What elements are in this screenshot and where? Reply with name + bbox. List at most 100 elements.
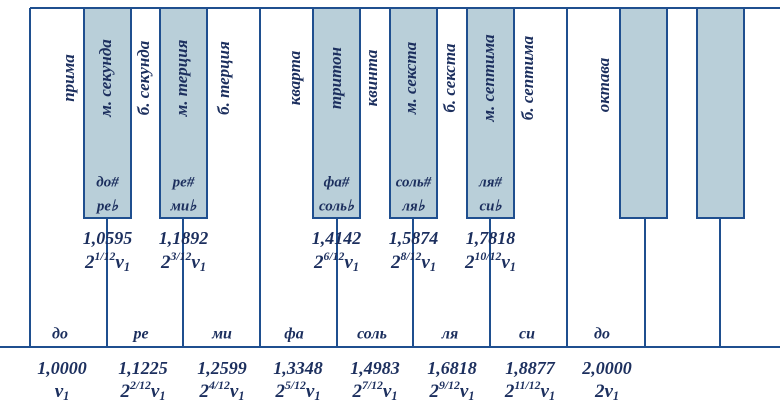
formula-nu: ν	[151, 381, 160, 402]
formula: 23/12ν1	[160, 250, 206, 274]
white-note: до	[52, 326, 68, 343]
black-ratio: 1,5874	[389, 228, 439, 248]
formula: 210/12ν1	[464, 250, 516, 274]
formula-sub: 1	[314, 389, 320, 403]
black-key	[619, 7, 668, 219]
formula: 22/12ν1	[119, 379, 165, 403]
formula-nu: ν	[115, 252, 124, 273]
black-key	[466, 7, 515, 219]
interval-label: тритон	[326, 47, 345, 109]
formula-exponent: 3/12	[169, 250, 191, 263]
formula-exponent: 4/12	[208, 379, 230, 392]
formula: 21/12ν1	[84, 250, 130, 274]
formula-sub: 1	[159, 389, 165, 403]
formula: 28/12ν1	[390, 250, 436, 274]
formula-sub: 1	[391, 389, 397, 403]
formula-exponent: 2/12	[129, 379, 151, 392]
formula-base: 2	[198, 381, 209, 402]
formula-nu: ν	[604, 381, 613, 402]
black-ratio: 1,1892	[159, 228, 209, 248]
sharp-note: до#	[96, 174, 119, 190]
formula-base: 2	[351, 381, 362, 402]
sharp-note: фа#	[324, 174, 350, 190]
formula: 211/12ν1	[504, 379, 555, 403]
black-ratio: 1,0595	[83, 228, 133, 248]
formula: ν1	[55, 381, 70, 402]
formula: 2ν1	[594, 381, 619, 402]
formula-nu: ν	[191, 252, 200, 273]
flat-note: ля♭	[401, 198, 425, 214]
formula-base: 2	[390, 252, 401, 273]
formula-base: 2	[274, 381, 285, 402]
formula-sub: 1	[200, 260, 206, 274]
formula-base: 2	[504, 381, 515, 402]
flat-note: ре♭	[95, 198, 119, 214]
white-ratio: 1,2599	[197, 358, 247, 378]
formula-sub: 1	[63, 389, 69, 403]
formula-sub: 1	[238, 389, 244, 403]
interval-label: б. септима	[518, 35, 537, 120]
formula-exponent: 10/12	[475, 250, 502, 263]
white-ratio: 2,0000	[581, 358, 632, 378]
flat-note: соль♭	[319, 198, 355, 214]
black-key	[389, 7, 438, 219]
formula-base: 2	[119, 381, 130, 402]
white-note: си	[519, 326, 535, 343]
interval-label: м. терция	[172, 39, 191, 117]
formula-exponent: 6/12	[323, 250, 344, 263]
sharp-note: ре#	[171, 174, 195, 190]
black-ratio: 1,4142	[312, 228, 362, 248]
formula-nu: ν	[460, 381, 469, 402]
formula-exponent: 5/12	[285, 379, 306, 392]
white-ratio: 1,0000	[37, 358, 87, 378]
white-ratio: 1,4983	[350, 358, 400, 378]
interval-label: октава	[594, 57, 613, 112]
formula-sub: 1	[124, 260, 130, 274]
formula-nu: ν	[230, 381, 239, 402]
interval-label: б. терция	[214, 41, 233, 115]
formula-nu: ν	[383, 381, 392, 402]
formula: 27/12ν1	[351, 379, 397, 403]
formula: 26/12ν1	[313, 250, 359, 274]
formula: 25/12ν1	[274, 379, 320, 403]
white-note: ми	[211, 326, 232, 343]
formula: 24/12ν1	[198, 379, 244, 403]
sharp-note: соль#	[396, 174, 432, 190]
formula-exponent: 1/12	[94, 250, 115, 263]
white-ratio: 1,6818	[427, 358, 477, 378]
formula-sub: 1	[468, 389, 474, 403]
interval-label: м. секста	[401, 41, 420, 115]
formula-base: 2	[313, 252, 324, 273]
formula-base: 2	[428, 381, 439, 402]
formula: 29/12ν1	[428, 379, 474, 403]
formula-base: 2	[464, 252, 475, 273]
formula-sub: 1	[510, 260, 516, 274]
white-note: ля	[441, 326, 458, 343]
formula-nu: ν	[55, 381, 64, 402]
formula-sub: 1	[430, 260, 436, 274]
formula-nu: ν	[421, 252, 430, 273]
formula-base: 2	[594, 381, 605, 402]
interval-label: м. секунда	[96, 39, 115, 118]
formula-nu: ν	[344, 252, 353, 273]
formula-base: 2	[84, 252, 95, 273]
black-key	[159, 7, 208, 219]
formula-sub: 1	[613, 389, 619, 403]
black-key	[83, 7, 132, 219]
formula-sub: 1	[353, 260, 359, 274]
white-ratio: 1,8877	[505, 358, 556, 378]
formula-sub: 1	[549, 389, 555, 403]
interval-label: б. секунда	[134, 40, 153, 115]
interval-label: б. секста	[440, 43, 459, 113]
white-note: до	[594, 326, 610, 343]
white-ratio: 1,1225	[118, 358, 168, 378]
formula-exponent: 11/12	[514, 379, 540, 392]
formula-exponent: 9/12	[439, 379, 460, 392]
interval-label: прима	[59, 54, 78, 102]
interval-label: м. септима	[479, 34, 498, 123]
black-ratio: 1,7818	[466, 228, 516, 248]
sharp-note: ля#	[478, 174, 502, 190]
interval-label: квинта	[362, 49, 381, 106]
formula-base: 2	[160, 252, 171, 273]
